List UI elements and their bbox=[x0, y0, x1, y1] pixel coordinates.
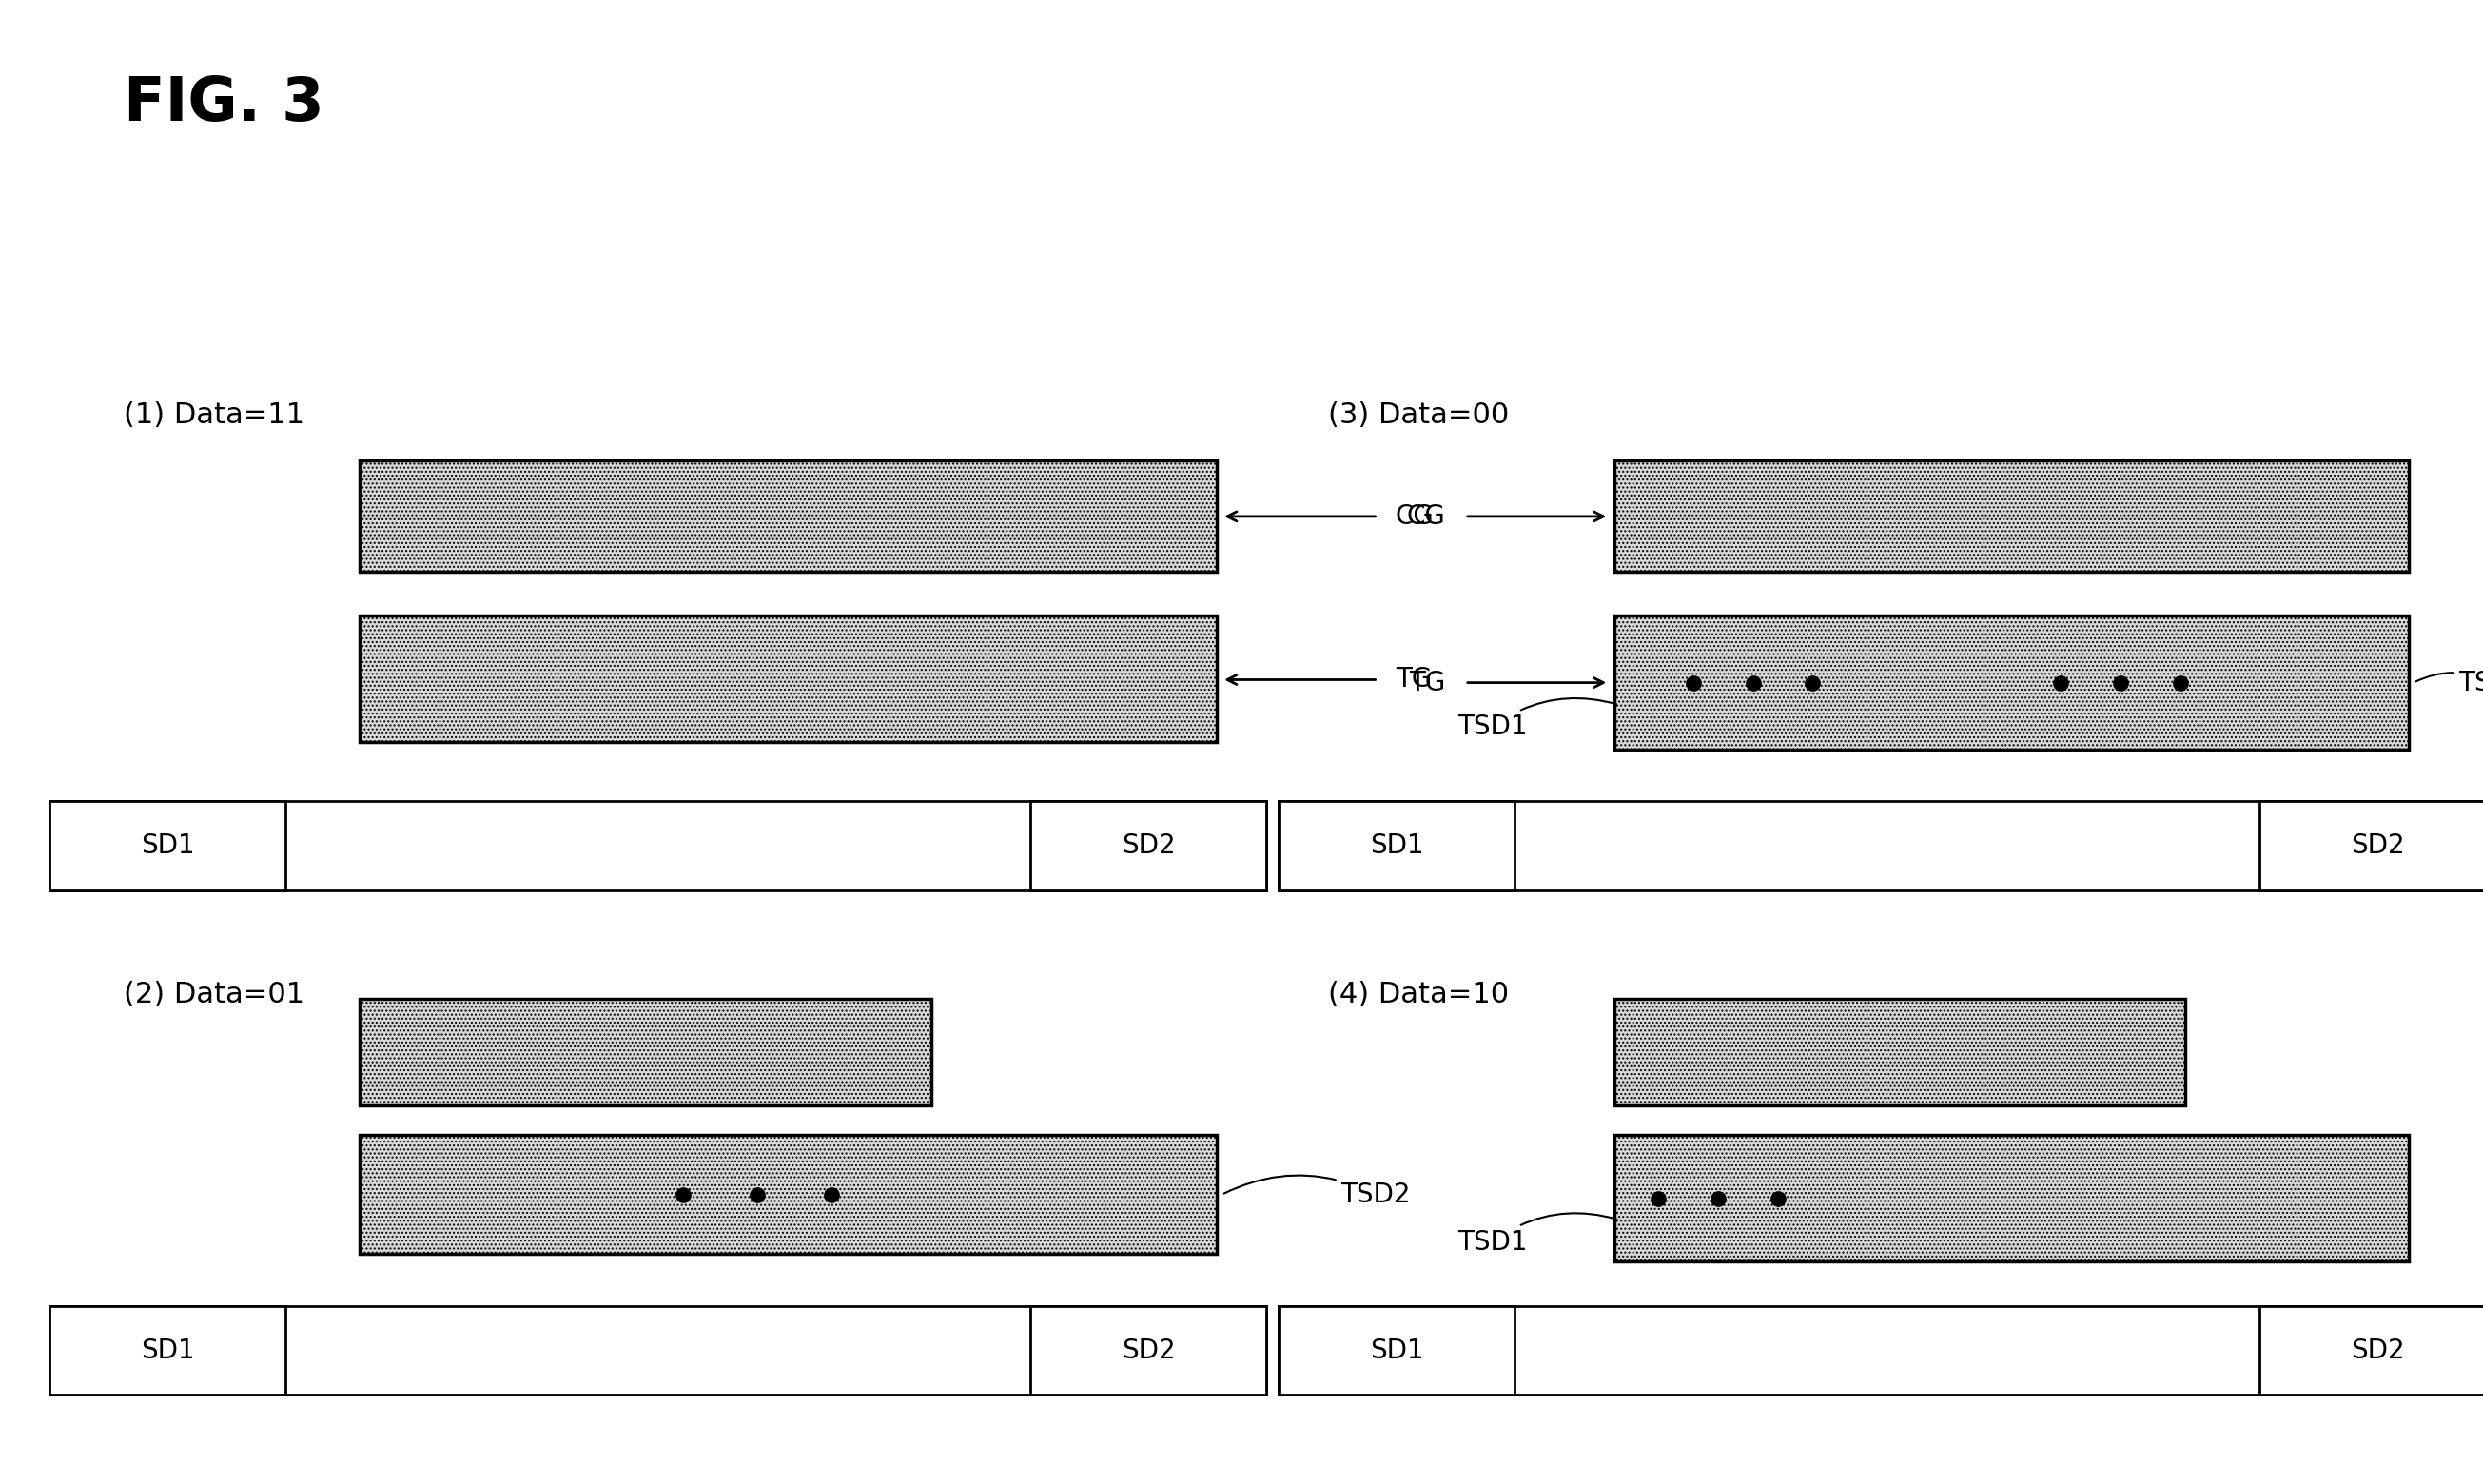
Bar bbox=[1279, 801, 2483, 890]
Bar bbox=[1279, 1306, 1515, 1395]
Text: TG: TG bbox=[1408, 669, 1445, 696]
Text: CG: CG bbox=[1395, 503, 1435, 530]
Bar bbox=[1614, 460, 2409, 571]
Bar bbox=[360, 1135, 1217, 1254]
Text: TSD1: TSD1 bbox=[1458, 699, 1616, 741]
Bar bbox=[360, 616, 1217, 742]
Text: SD1: SD1 bbox=[1371, 833, 1423, 859]
Bar bbox=[360, 460, 1217, 571]
Bar bbox=[50, 801, 1266, 890]
Text: SD2: SD2 bbox=[1122, 833, 1174, 859]
Bar bbox=[1614, 616, 2409, 749]
Bar bbox=[1279, 1306, 2483, 1395]
Text: SD2: SD2 bbox=[2351, 1337, 2404, 1364]
Text: SD2: SD2 bbox=[1122, 1337, 1174, 1364]
Bar bbox=[1614, 999, 2185, 1106]
Text: TSD1: TSD1 bbox=[1458, 1214, 1616, 1255]
Bar bbox=[50, 1306, 286, 1395]
Bar bbox=[1030, 801, 1266, 890]
Text: (3) Data=00: (3) Data=00 bbox=[1328, 402, 1510, 429]
Bar bbox=[2260, 1306, 2483, 1395]
Bar bbox=[50, 1306, 1266, 1395]
Text: TSD2: TSD2 bbox=[2416, 669, 2483, 696]
Text: CG: CG bbox=[1405, 503, 1445, 530]
Bar bbox=[360, 999, 931, 1106]
Bar bbox=[2260, 801, 2483, 890]
Text: TG: TG bbox=[1395, 666, 1433, 693]
Bar bbox=[50, 801, 286, 890]
Text: TSD2: TSD2 bbox=[1224, 1175, 1410, 1208]
Bar bbox=[1279, 801, 1515, 890]
Text: (2) Data=01: (2) Data=01 bbox=[124, 981, 305, 1008]
Text: SD1: SD1 bbox=[142, 833, 194, 859]
Text: (1) Data=11: (1) Data=11 bbox=[124, 402, 305, 429]
Bar bbox=[1030, 1306, 1266, 1395]
Text: SD2: SD2 bbox=[2351, 833, 2404, 859]
Text: SD1: SD1 bbox=[142, 1337, 194, 1364]
Text: FIG. 3: FIG. 3 bbox=[124, 74, 325, 134]
Text: (4) Data=10: (4) Data=10 bbox=[1328, 981, 1510, 1008]
Bar bbox=[1614, 1135, 2409, 1261]
Text: SD1: SD1 bbox=[1371, 1337, 1423, 1364]
